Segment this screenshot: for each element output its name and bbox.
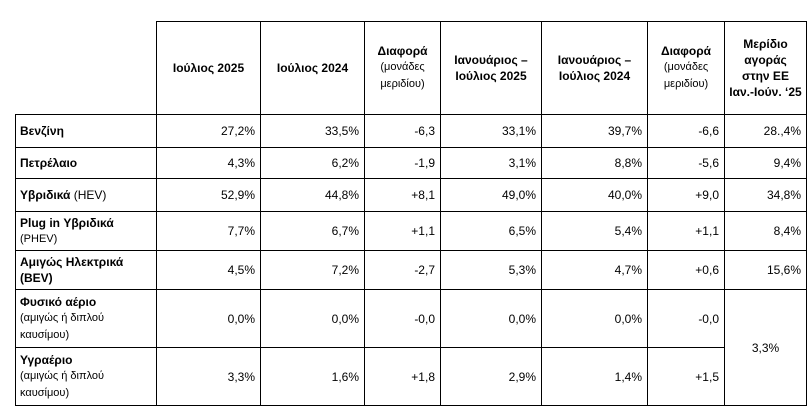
table-cell: 1,6% <box>260 347 365 406</box>
table-cell: 1,4% <box>541 347 648 406</box>
table-cell: +1,1 <box>364 211 441 251</box>
table-cell: 4,7% <box>541 250 648 290</box>
header-july-2025: Ιούλιος 2025 <box>156 21 261 115</box>
table-cell: 5,4% <box>541 211 648 251</box>
row-label: Υγραέριο (αμιγώς ή διπλού καυσίμου) <box>15 347 157 406</box>
row-label-sub: (PHEV) <box>20 232 58 245</box>
corner-cell <box>15 21 157 115</box>
table-cell: +0,6 <box>647 250 725 290</box>
table-row-petrol: Βενζίνη 27,2% 33,5% -6,3 33,1% 39,7% -6,… <box>15 114 807 148</box>
header-eu-share: Μερίδιο αγοράς στην ΕΕ Ιαν.-Ιούν. ‘25 <box>724 21 807 115</box>
table-row-lpg: Υγραέριο (αμιγώς ή διπλού καυσίμου) 3,3% … <box>15 347 807 406</box>
table-cell: 8,4% <box>724 211 807 251</box>
table-cell: +8,1 <box>364 178 441 212</box>
table-cell: 34,8% <box>724 178 807 212</box>
table-cell: +9,0 <box>647 178 725 212</box>
table-cell: 4,3% <box>156 147 261 179</box>
table-cell: -6,6 <box>647 114 725 148</box>
table-cell: 28.,4% <box>724 114 807 148</box>
table-cell: 2,9% <box>440 347 542 406</box>
table-cell: 0,0% <box>156 289 261 348</box>
header-diff-month: Διαφορά (μονάδες μεριδίου) <box>364 21 441 115</box>
table-cell: 3,1% <box>440 147 542 179</box>
row-label: Βενζίνη <box>15 114 157 148</box>
table-cell: 6,7% <box>260 211 365 251</box>
header-jan-jul-2025: Ιανουάριος – Ιούλιος 2025 <box>440 21 542 115</box>
table-row-plugin-hybrid: Plug in Υβριδικά (PHEV) 7,7% 6,7% +1,1 6,… <box>15 211 807 251</box>
table-cell: 7,2% <box>260 250 365 290</box>
row-label: Αμιγώς Ηλεκτρικά (BEV) <box>15 250 157 290</box>
table-cell: -1,9 <box>364 147 441 179</box>
table-cell: 40,0% <box>541 178 648 212</box>
table-cell: 49,0% <box>440 178 542 212</box>
row-label: Υβριδικά (HEV) <box>15 178 157 212</box>
table-cell: 4,5% <box>156 250 261 290</box>
table-row-electric: Αμιγώς Ηλεκτρικά (BEV) 4,5% 7,2% -2,7 5,3… <box>15 250 807 290</box>
table-cell: 44,8% <box>260 178 365 212</box>
row-label: Πετρέλαιο <box>15 147 157 179</box>
row-label-sub: (αμιγώς ή διπλού καυσίμου) <box>20 311 105 341</box>
row-label-sub: (BEV) <box>20 270 53 285</box>
fuel-market-share-table: Ιούλιος 2025 Ιούλιος 2024 Διαφορά (μονάδε… <box>15 21 807 406</box>
table-cell: -5,6 <box>647 147 725 179</box>
table-cell: 3,3% <box>156 347 261 406</box>
merged-eu-share-cell: 3,3% <box>724 289 807 406</box>
table-cell: 39,7% <box>541 114 648 148</box>
table-cell: -0,0 <box>364 289 441 348</box>
row-label-suffix: (HEV) <box>70 188 107 202</box>
row-label-sub: (αμιγώς ή διπλού καυσίμου) <box>20 369 105 399</box>
table-row-hybrid: Υβριδικά (HEV) 52,9% 44,8% +8,1 49,0% 40… <box>15 178 807 212</box>
header-july-2024: Ιούλιος 2024 <box>260 21 365 115</box>
table-cell: 0,0% <box>440 289 542 348</box>
table-row-natural-gas: Φυσικό αέριο (αμιγώς ή διπλού καυσίμου) 0… <box>15 289 807 406</box>
table-row-diesel: Πετρέλαιο 4,3% 6,2% -1,9 3,1% 8,8% -5,6 … <box>15 147 807 179</box>
table-cell: -0,0 <box>647 289 725 348</box>
table-cell: 27,2% <box>156 114 261 148</box>
table-cell: 8,8% <box>541 147 648 179</box>
table-cell: -6,3 <box>364 114 441 148</box>
row-label: Φυσικό αέριο (αμιγώς ή διπλού καυσίμου) <box>15 289 157 348</box>
header-row: Ιούλιος 2025 Ιούλιος 2024 Διαφορά (μονάδε… <box>15 21 807 115</box>
table-cell: 33,1% <box>440 114 542 148</box>
table-cell: +1,5 <box>647 347 725 406</box>
header-diff-ytd: Διαφορά (μονάδες μεριδίου) <box>647 21 725 115</box>
header-diff-month-sub: (μονάδες μεριδίου) <box>380 61 425 90</box>
table-cell: 7,7% <box>156 211 261 251</box>
row-label: Plug in Υβριδικά (PHEV) <box>15 211 157 251</box>
table-cell: 52,9% <box>156 178 261 212</box>
table-cell: 6,5% <box>440 211 542 251</box>
header-jan-jul-2024: Ιανουάριος – Ιούλιος 2024 <box>541 21 648 115</box>
header-diff-ytd-sub: (μονάδες μεριδίου) <box>663 61 709 90</box>
table-cell: 0,0% <box>260 289 365 348</box>
table-cell: +1,8 <box>364 347 441 406</box>
table-cell: 0,0% <box>541 289 648 348</box>
table-cell: 9,4% <box>724 147 807 179</box>
table-cell: +1,1 <box>647 211 725 251</box>
table-cell: 5,3% <box>440 250 542 290</box>
table-cell: 15,6% <box>724 250 807 290</box>
table-cell: 6,2% <box>260 147 365 179</box>
table-cell: 33,5% <box>260 114 365 148</box>
table-cell: -2,7 <box>364 250 441 290</box>
